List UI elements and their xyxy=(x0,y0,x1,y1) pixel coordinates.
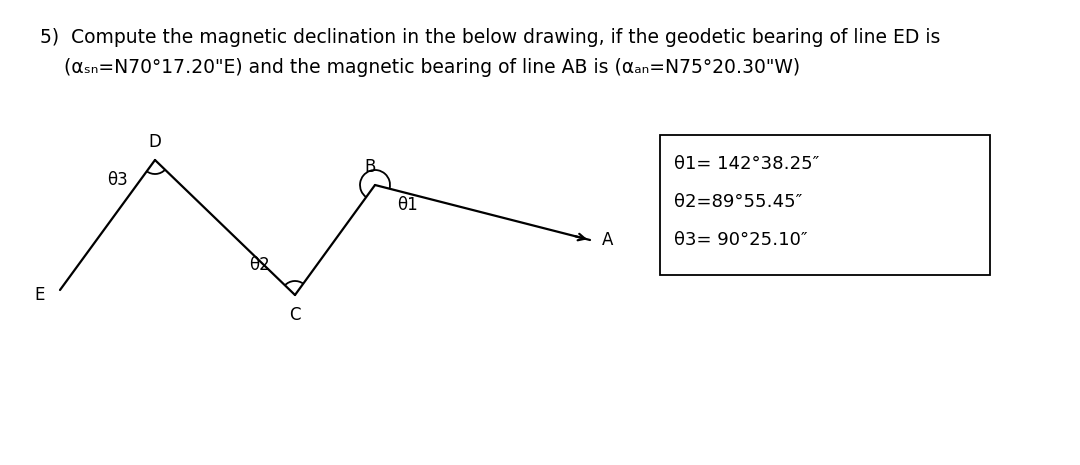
Text: 5)  Compute the magnetic declination in the below drawing, if the geodetic beari: 5) Compute the magnetic declination in t… xyxy=(40,28,941,47)
Text: C: C xyxy=(289,306,300,324)
Text: E: E xyxy=(35,286,45,304)
Bar xyxy=(660,135,990,275)
Text: θ1= 142°38․25″: θ1= 142°38․25″ xyxy=(674,155,820,173)
Text: B: B xyxy=(364,158,376,176)
Text: θ3= 90°25․10″: θ3= 90°25․10″ xyxy=(674,231,808,249)
Text: θ2: θ2 xyxy=(249,256,270,274)
Text: D: D xyxy=(149,133,161,151)
Text: θ2=89°55․45″: θ2=89°55․45″ xyxy=(674,193,802,211)
Text: θ1: θ1 xyxy=(396,196,417,214)
Text: A: A xyxy=(603,231,613,249)
Text: (αₛₙ=N70°17․20"E) and the magnetic bearing of line AB is (αₐₙ=N75°20․30"W): (αₛₙ=N70°17․20"E) and the magnetic beari… xyxy=(40,58,800,77)
Text: θ3: θ3 xyxy=(107,171,127,189)
